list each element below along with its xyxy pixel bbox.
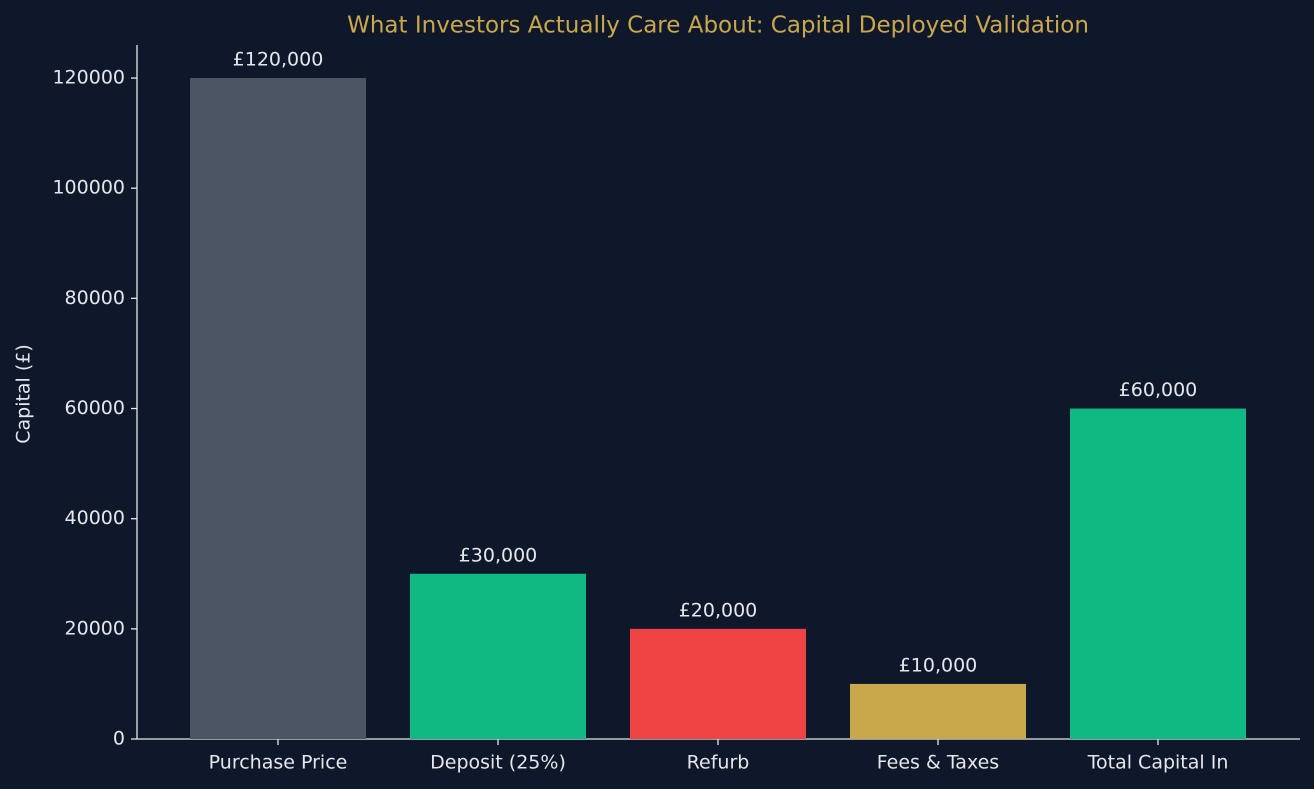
- value-label: £10,000: [899, 654, 978, 676]
- value-label: £20,000: [679, 599, 758, 621]
- value-label: £30,000: [459, 544, 538, 566]
- x-tick-label: Fees & Taxes: [877, 752, 999, 774]
- x-tick-label: Purchase Price: [209, 752, 348, 774]
- y-tick-label: 80000: [65, 287, 125, 309]
- bar: [630, 628, 806, 739]
- y-axis-label: Capital (£): [13, 344, 35, 444]
- x-tick-label: Deposit (25%): [430, 752, 566, 774]
- y-tick-label: 0: [113, 728, 125, 750]
- y-tick-label: 20000: [65, 617, 125, 639]
- bar: [410, 573, 586, 739]
- bar: [190, 78, 366, 740]
- bar: [850, 683, 1026, 739]
- value-label: £60,000: [1119, 379, 1198, 401]
- chart-title: What Investors Actually Care About: Capi…: [347, 13, 1089, 39]
- x-tick-label: Total Capital In: [1087, 752, 1229, 774]
- value-label: £120,000: [233, 49, 324, 71]
- y-tick-label: 120000: [52, 67, 125, 89]
- y-tick-label: 40000: [65, 507, 125, 529]
- bar: [1070, 408, 1246, 739]
- y-tick-label: 100000: [52, 177, 125, 199]
- x-tick-label: Refurb: [687, 752, 750, 774]
- y-tick-label: 60000: [65, 397, 125, 419]
